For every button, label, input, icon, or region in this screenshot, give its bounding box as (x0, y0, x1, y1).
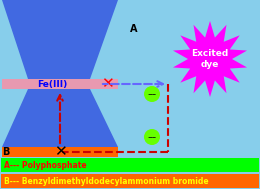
Text: B--- Benzyldimethyldodecylammonium bromide: B--- Benzyldimethyldodecylammonium bromi… (4, 177, 209, 185)
Text: ✕: ✕ (54, 145, 66, 160)
Text: Fe(III): Fe(III) (37, 80, 67, 88)
Circle shape (144, 86, 160, 102)
Text: A: A (130, 24, 138, 34)
Polygon shape (90, 79, 118, 89)
Text: −−: −− (147, 91, 157, 97)
Bar (2, 147, 118, 157)
Text: −−: −− (147, 135, 157, 139)
Text: Excited
dye: Excited dye (191, 49, 229, 69)
Bar (2, 79, 118, 89)
Bar (1, 158, 259, 172)
Circle shape (144, 129, 160, 145)
Text: ✕: ✕ (101, 77, 113, 91)
Polygon shape (173, 21, 247, 97)
Bar (1, 174, 259, 188)
Polygon shape (2, 0, 118, 79)
Text: A--- Polyphosphate: A--- Polyphosphate (4, 160, 87, 170)
Polygon shape (2, 89, 118, 147)
Text: B: B (2, 147, 9, 157)
